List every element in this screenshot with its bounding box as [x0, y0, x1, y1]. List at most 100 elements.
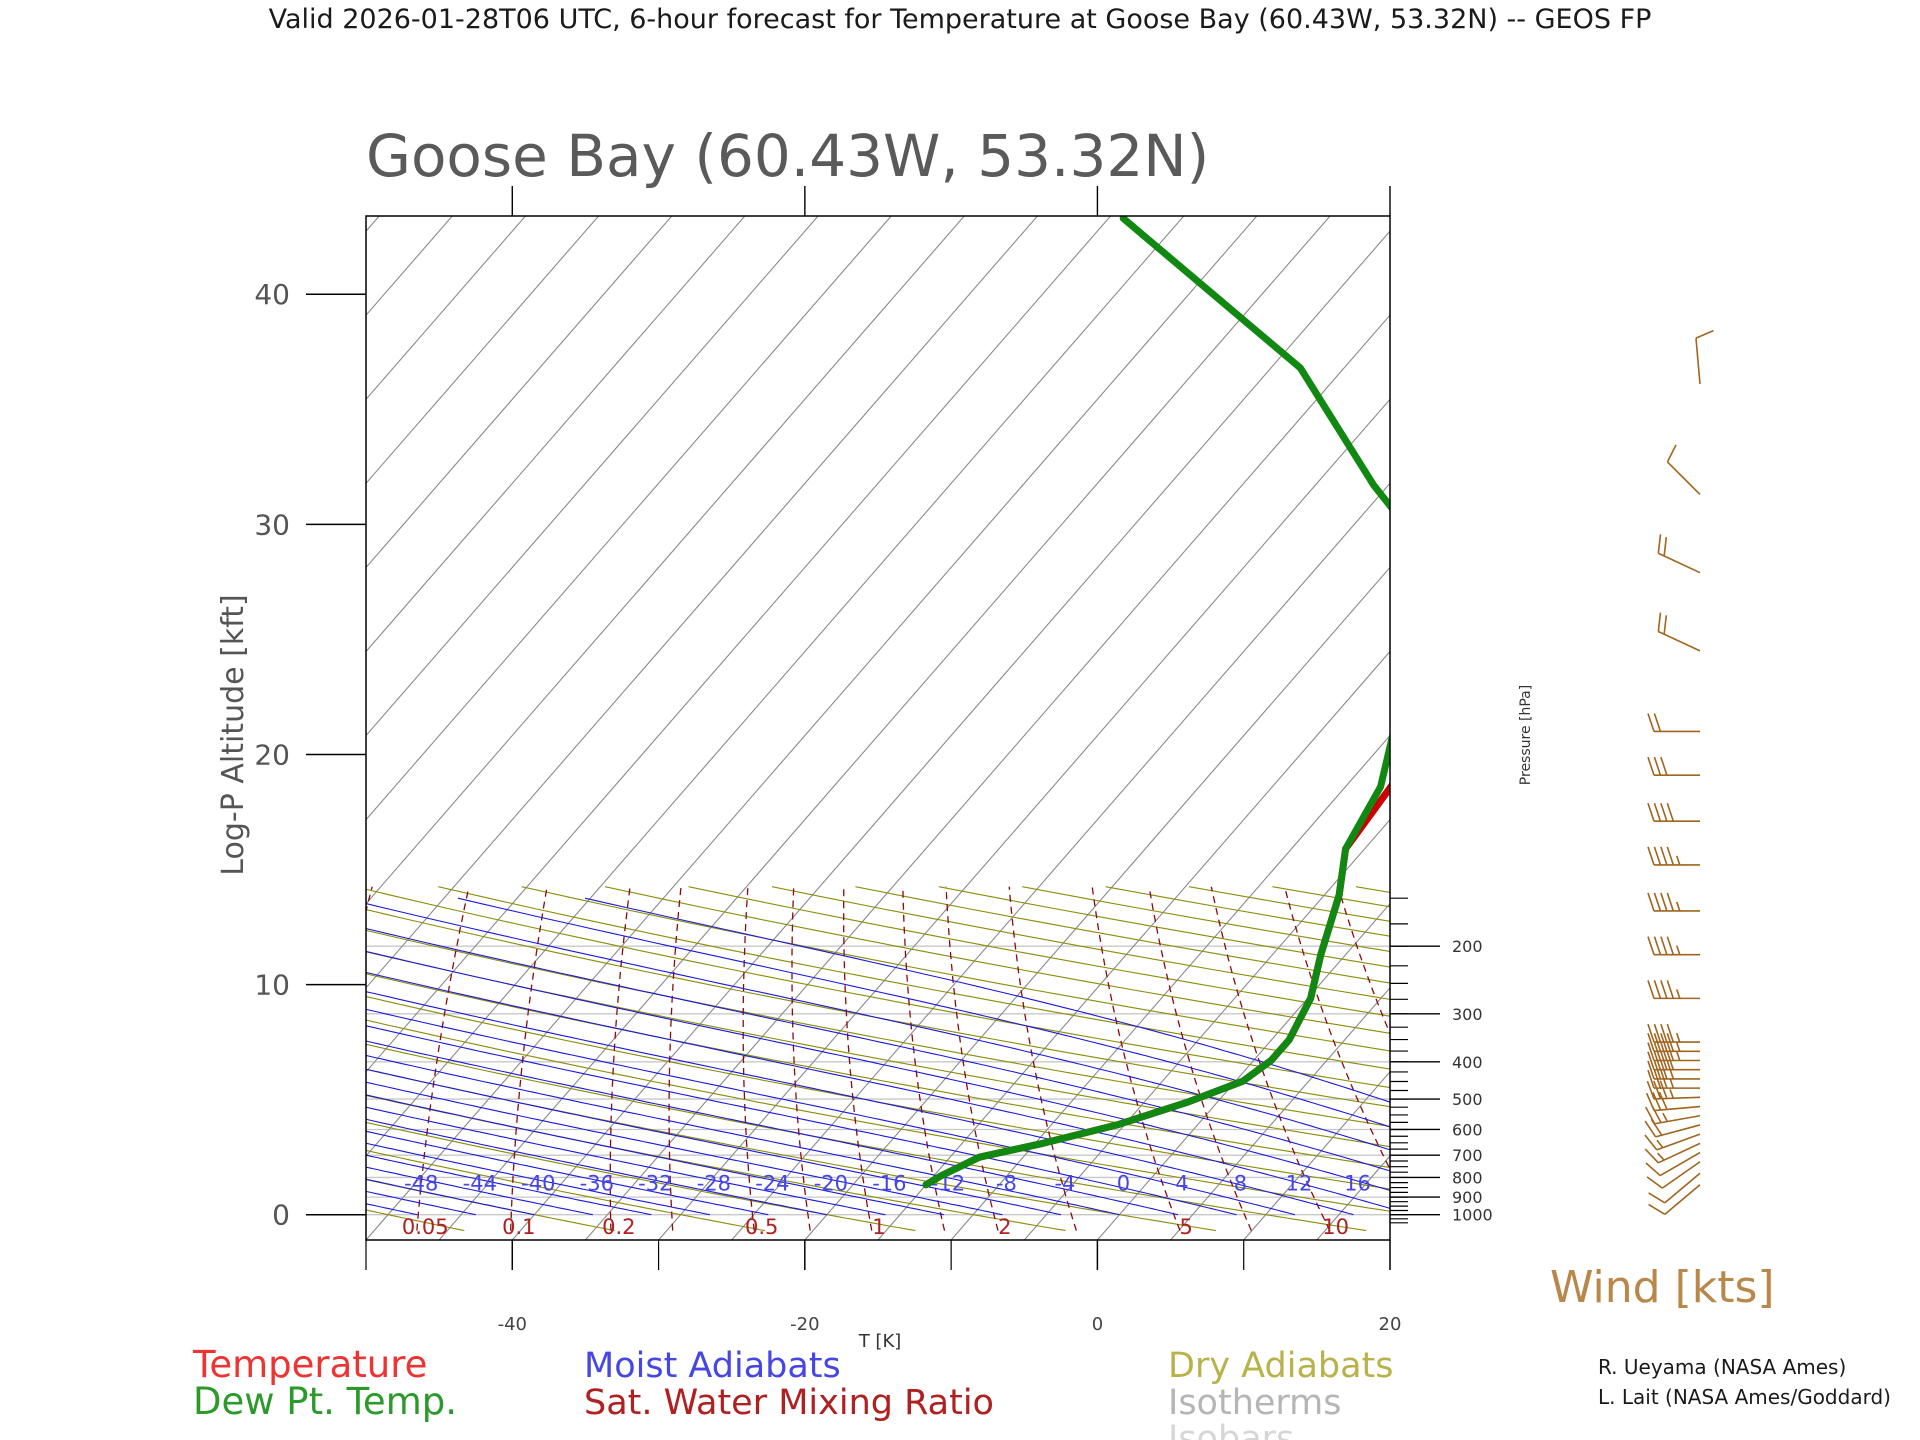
wind-barb-half-flag [1676, 989, 1681, 999]
moist-adiabat-line [366, 1054, 1120, 1216]
mixing-ratio-line [1091, 886, 1181, 1231]
wind-barb-half-flag [1676, 1042, 1681, 1052]
right-axis-tick-label: 400 [1452, 1053, 1483, 1072]
moist-adiabat-line [366, 1068, 1062, 1216]
isotherm-line [366, 216, 819, 737]
dry-adiabat-line [366, 1121, 916, 1232]
wind-barb-flag [1648, 1192, 1666, 1204]
legend-temperature: Temperature [192, 1343, 427, 1386]
bottom-axis-tick-label: -40 [498, 1314, 527, 1335]
moist-adiabat-line [366, 1166, 593, 1216]
isotherm-line [366, 216, 1039, 989]
isotherm-line [658, 398, 1390, 1240]
moist-adiabat-label: 16 [1344, 1171, 1371, 1195]
legend-moist-adiabats: Moist Adiabats [584, 1346, 841, 1386]
moist-adiabat-label: -36 [580, 1171, 614, 1195]
wind-barb-flag [1660, 1023, 1668, 1043]
plot-title: Goose Bay (60.43W, 53.32N) [366, 122, 1209, 190]
dry-adiabat-line [1355, 886, 1390, 893]
dry-adiabat-line [688, 886, 1390, 1017]
wind-barb-flag [1647, 1051, 1655, 1070]
isotherm-line [1023, 818, 1390, 1240]
dry-adiabat-line [366, 1019, 1390, 1212]
wind-barb-flag [1647, 892, 1655, 912]
isotherm-line [366, 216, 1185, 1157]
wind-barb [1695, 329, 1714, 385]
isotherm-line [366, 216, 600, 485]
wind-barb-flag [1666, 936, 1675, 955]
wind-barb-flag [1666, 892, 1675, 912]
wind-barb-flag [1653, 892, 1662, 912]
wind-barb-half-flag [1657, 1152, 1665, 1161]
moist-adiabat-line [366, 991, 1354, 1216]
isotherm-line [366, 216, 380, 232]
wind-barb-half-flag [1676, 1032, 1681, 1043]
wind-barb [1647, 802, 1700, 822]
dry-adiabat-line [366, 909, 1390, 1108]
moist-adiabat-label: -20 [814, 1171, 848, 1195]
wind-barb-flag [1647, 936, 1655, 955]
wind-barb [1647, 936, 1700, 956]
moist-adiabat-label: -4 [1054, 1171, 1075, 1195]
moist-adiabat-line [366, 950, 1390, 1192]
wind-barb-flag [1659, 1080, 1668, 1099]
mixing-ratio-line [1148, 886, 1252, 1231]
mixing-ratio-labels: 0.05 0.1 0.2 0.5 1 2 5 10 [402, 1215, 1349, 1239]
mixing-ratio-line [366, 886, 373, 914]
wind-barb-flag [1666, 846, 1675, 866]
wind-barb-flag [1647, 756, 1655, 776]
wind-barb-half-flag [1676, 1051, 1681, 1061]
wind-barb-flag [1660, 756, 1668, 776]
dry-adiabat-line [1105, 886, 1390, 937]
bottom-axis-tick-label: 20 [1379, 1314, 1402, 1335]
wind-barb-flag [1644, 1134, 1658, 1151]
mixing-ratio-label: 5 [1179, 1215, 1192, 1239]
wind-barb [1666, 444, 1701, 496]
wind-barb-half-flag [1669, 1078, 1675, 1089]
wind-barb-flag [1644, 1106, 1656, 1125]
moist-adiabat-line [366, 1178, 535, 1216]
right-axis-tick-label: 600 [1452, 1120, 1483, 1139]
bottom-axis: -40 -20 0 20 [365, 186, 1402, 1335]
credit-line-1: R. Ueyama (NASA Ames) [1598, 1355, 1846, 1379]
wind-barb [1646, 1161, 1701, 1189]
isotherm-line [366, 216, 746, 653]
wind-barb-staff [1657, 630, 1701, 652]
moist-adiabat-line [366, 1081, 1003, 1216]
left-axis: 0 10 20 30 40 [254, 278, 366, 1232]
mixing-ratio-line [945, 886, 999, 1231]
wind-barb-flag [1666, 1023, 1675, 1043]
moist-adiabat-line [0, 898, 359, 1214]
isotherm-line [584, 314, 1390, 1240]
wind-barb-flag [1666, 802, 1675, 822]
moist-adiabat-line [457, 897, 1390, 1128]
dry-adiabat-line [366, 973, 1390, 1169]
isotherm-line [950, 734, 1390, 1240]
wind-barb-flag [1653, 1023, 1662, 1043]
wind-barb [1647, 713, 1700, 733]
wind-barb-flag [1666, 980, 1675, 999]
isobars [366, 945, 1390, 1216]
wind-barb-flag [1653, 802, 1662, 822]
wind-barb-flag [1666, 444, 1677, 463]
right-axis-tick-label: 300 [1452, 1005, 1483, 1024]
wind-barb-flag [1660, 936, 1668, 955]
wind-barb-flag [1647, 1023, 1655, 1043]
mixing-ratio-label: 10 [1322, 1215, 1349, 1239]
wind-barb-flag [1647, 846, 1655, 866]
isotherm-line [0, 170, 200, 1240]
wind-barb-staff [1695, 338, 1701, 385]
mixing-ratio-line [609, 886, 631, 1231]
wind-barb-flag [1660, 846, 1668, 866]
wind-barb-flag [1653, 980, 1662, 999]
wind-barb-staff [1664, 1184, 1701, 1215]
wind-barb-flag [1695, 329, 1714, 339]
wind-barb-half-flag [1662, 1112, 1669, 1122]
wind-barb [1648, 1172, 1701, 1204]
moist-adiabat-line [366, 902, 1390, 1151]
wind-barb-flag [1660, 802, 1668, 822]
isotherm-line [366, 216, 673, 569]
wind-barb [1647, 846, 1700, 866]
